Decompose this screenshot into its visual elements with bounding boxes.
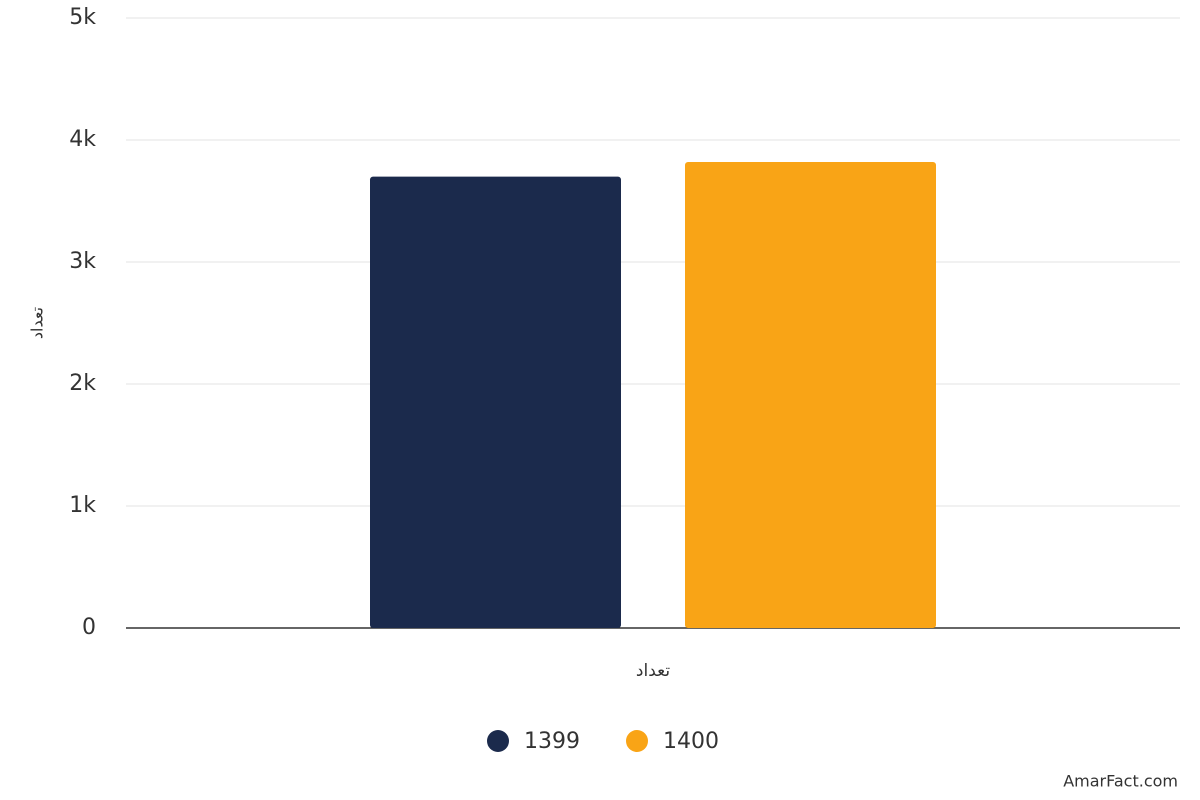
y-tick-label: 0 (82, 615, 96, 640)
bar (370, 176, 621, 628)
legend-marker (487, 730, 509, 752)
y-tick-label: 3k (69, 249, 96, 274)
legend-label: 1399 (524, 729, 580, 754)
legend-label: 1400 (663, 729, 719, 754)
y-tick-label: 5k (69, 5, 96, 30)
bar (685, 161, 936, 628)
y-axis-title: تعداد (28, 307, 47, 339)
x-axis-title: تعداد (636, 661, 670, 681)
y-tick-label: 2k (69, 371, 96, 396)
y-tick-label: 4k (69, 127, 96, 152)
y-tick-label: 1k (69, 493, 96, 518)
legend-marker (626, 730, 648, 752)
credit: AmarFact.com (1063, 772, 1178, 791)
